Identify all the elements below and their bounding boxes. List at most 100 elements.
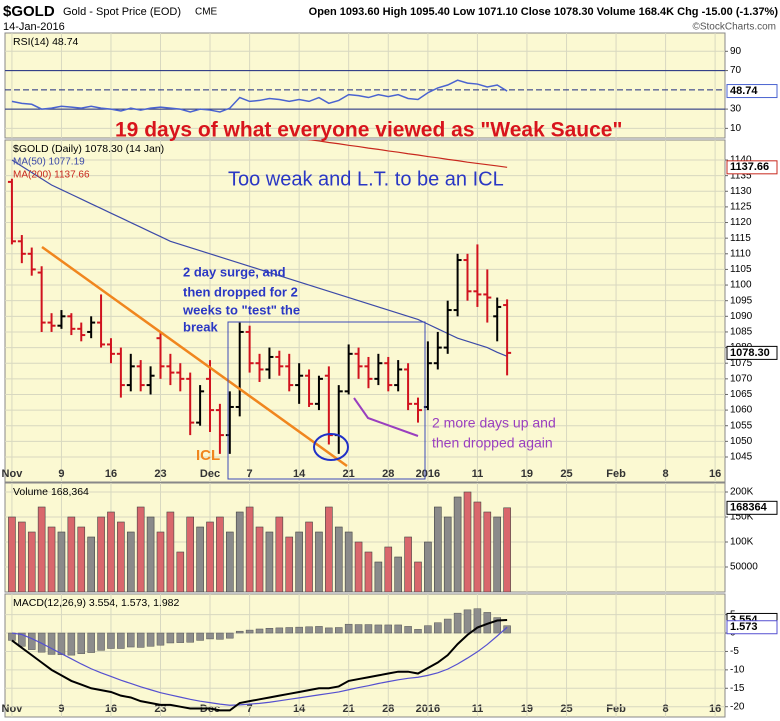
- volume-bar: [344, 531, 353, 592]
- plot: [7, 140, 512, 454]
- annotation: ICL: [196, 447, 220, 464]
- x-tick-label: 19: [521, 703, 533, 715]
- highlight-circle: [313, 433, 349, 461]
- volume-bar: [285, 536, 294, 592]
- histogram-bar: [473, 608, 482, 634]
- histogram-bar: [97, 632, 105, 651]
- histogram-bar: [176, 632, 185, 643]
- trend-line: [41, 245, 348, 468]
- histogram-bar: [354, 624, 363, 634]
- histogram-bar: [493, 617, 501, 634]
- panels: 10 30 70 90 RSI(14) 48.74 48.74 Nov 9 16 23 Dec 7 14…: [2, 32, 778, 718]
- panel-title: MACD(12,26,9) 3.554, 1.573, 1.982: [13, 597, 180, 609]
- histogram-bar: [384, 624, 393, 634]
- value-box: [726, 160, 778, 175]
- volume-bar: [364, 551, 373, 592]
- volume-bar: [196, 526, 204, 592]
- panel-title: $GOLD (Daily) 1078.30 (14 Jan): [13, 143, 164, 155]
- annotations: 19 days of what everyone viewed as "Weak…: [41, 119, 622, 480]
- volume-bar: [206, 521, 214, 592]
- volume-bar: [47, 526, 56, 592]
- histogram-bar: [196, 632, 204, 641]
- y-tick-label: 1050: [730, 436, 753, 447]
- volume-bar: [67, 516, 76, 592]
- histogram-bar: [127, 632, 135, 648]
- volume-bar: [8, 516, 16, 592]
- volume-bar: [146, 516, 155, 592]
- date: 14-Jan-2016: [3, 21, 65, 33]
- y-tick-label: -5: [730, 646, 739, 657]
- value-box-label: 1078.30: [730, 347, 770, 359]
- volume-bar: [226, 531, 234, 592]
- panel-title: Volume 168,364: [13, 486, 89, 498]
- annotation: break: [183, 319, 218, 334]
- volume-bar: [176, 551, 185, 592]
- plot: [5, 70, 725, 113]
- x-tick-label: 21: [343, 468, 355, 480]
- histogram-bar: [156, 632, 165, 646]
- histogram-bar: [117, 632, 125, 649]
- volume-bar: [265, 531, 274, 592]
- symbol: $GOLD: [3, 3, 55, 20]
- x-tick-label: Dec: [200, 468, 220, 480]
- volume-bar: [315, 531, 323, 592]
- histogram-bar: [315, 626, 323, 634]
- value-box-label: 168364: [730, 502, 768, 514]
- panel: [4, 139, 726, 483]
- volume-bar: [295, 531, 303, 592]
- histogram-bar: [87, 632, 95, 653]
- panel: [4, 593, 726, 718]
- y-tick-label: 1105: [730, 264, 752, 275]
- x-tick-label: 25: [560, 703, 572, 715]
- y-tick-label: 1090: [730, 311, 753, 322]
- volume-bar: [186, 516, 194, 592]
- histogram-bar: [424, 625, 432, 634]
- y-tick-label: 1140: [730, 155, 752, 166]
- histogram-bar: [503, 625, 511, 634]
- panel-title: RSI(14) 48.74: [13, 36, 79, 48]
- x-tick-label: 8: [663, 703, 669, 715]
- histogram-bar: [453, 612, 462, 634]
- volume-bar: [414, 561, 422, 592]
- value-box: [726, 620, 778, 635]
- y-tick-label: 150K: [730, 512, 754, 523]
- annotation: Too weak and L.T. to be an ICL: [228, 168, 504, 190]
- y-tick-label: 200K: [730, 487, 754, 498]
- y-tick-label: 90: [730, 46, 742, 57]
- annotation: then dropped for 2: [183, 284, 298, 299]
- volume-bar: [384, 546, 393, 592]
- histogram-bar: [265, 627, 274, 634]
- x-tick-label: Nov: [2, 703, 24, 715]
- histogram-bar: [206, 632, 214, 640]
- legend-entry: MA(50) 1077.19: [13, 157, 85, 168]
- x-tick-label: Feb: [606, 703, 626, 715]
- x-tick-label: 9: [58, 703, 64, 715]
- volume-bar: [404, 536, 412, 592]
- volume-bar: [255, 526, 264, 592]
- volume-bar: [216, 516, 224, 592]
- histogram-bar: [305, 626, 313, 634]
- panel: [4, 32, 726, 139]
- histogram-bar: [344, 623, 353, 634]
- plot: [8, 491, 511, 592]
- histogram-bar: [146, 632, 155, 647]
- histogram-bar: [77, 632, 86, 654]
- histogram-bar: [374, 624, 383, 634]
- x-tick-label: Feb: [606, 468, 626, 480]
- x-tick-label: 8: [663, 468, 669, 480]
- exchange: CME: [195, 7, 218, 18]
- volume-bar: [443, 516, 452, 592]
- y-tick-label: 100K: [730, 537, 754, 548]
- y-tick-label: 1060: [730, 405, 753, 416]
- histogram-bar: [235, 630, 244, 634]
- volume-bar: [334, 526, 343, 592]
- x-tick-label: 2016: [416, 468, 440, 480]
- x-tick-label: 14: [293, 703, 306, 715]
- histogram-bar: [107, 632, 115, 649]
- volume-bar: [235, 511, 244, 592]
- x-tick-label: 11: [472, 468, 484, 480]
- quote: Open 1093.60 High 1095.40 Low 1071.10 Cl…: [309, 6, 779, 18]
- rsi-line: [11, 79, 508, 113]
